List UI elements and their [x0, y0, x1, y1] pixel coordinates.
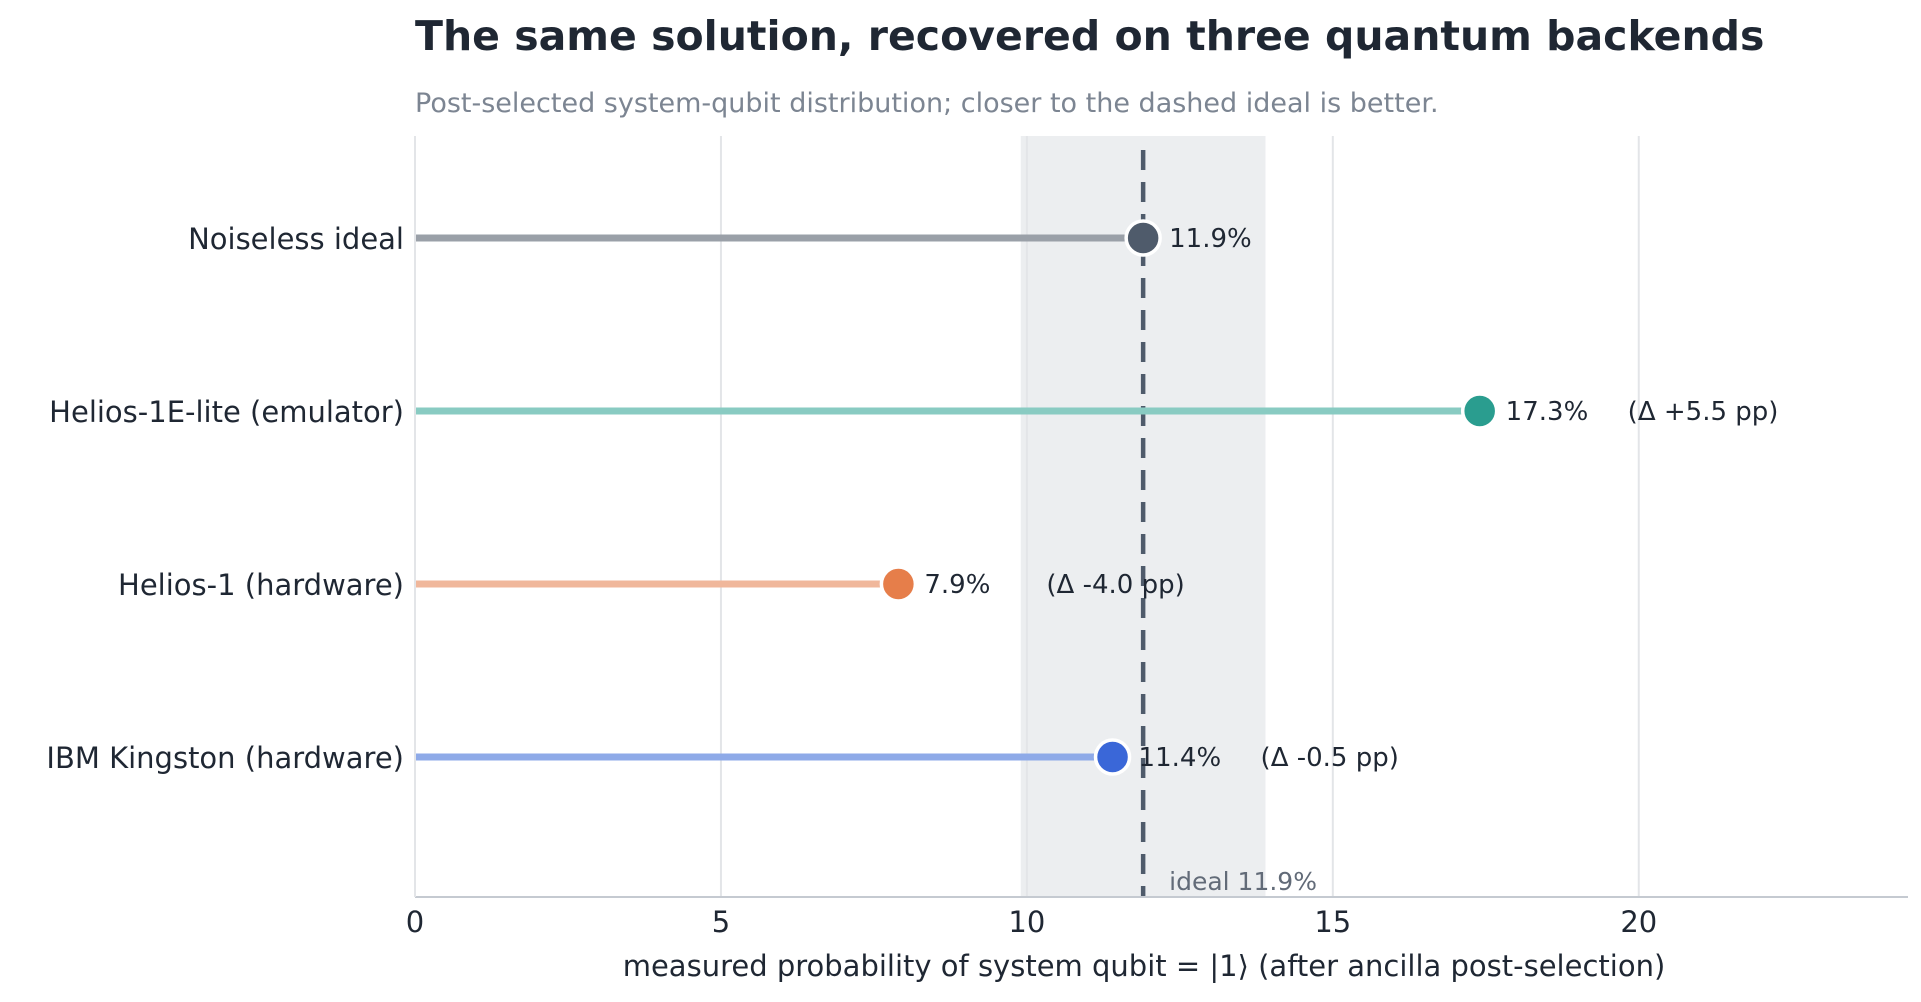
category-label-2: Helios-1 (hardware) [118, 568, 404, 602]
ideal-label: ideal 11.9% [1169, 867, 1317, 896]
delta-label-3: (Δ -0.5 pp) [1261, 743, 1399, 773]
marker-0 [1124, 219, 1162, 257]
marker-1 [1460, 392, 1499, 430]
category-label-1: Helios-1E-lite (emulator) [49, 395, 404, 429]
category-label-0: Noiseless ideal [188, 222, 404, 256]
chart-title: The same solution, recovered on three qu… [415, 12, 1764, 60]
stems [415, 234, 1480, 761]
ideal-reference: ideal 11.9% [1140, 150, 1317, 897]
x-axis-title: measured probability of system qubit = |… [623, 949, 1666, 983]
category-labels: Noiseless ideal Helios-1E-lite (emulator)… [46, 222, 404, 775]
x-axis: 0 5 10 15 20 [406, 136, 1908, 939]
x-tick-label-20: 20 [1620, 905, 1657, 939]
value-label-2: 7.9% [924, 570, 990, 600]
gridlines [414, 136, 1640, 897]
value-label-0: 11.9% [1169, 224, 1252, 254]
markers [879, 219, 1499, 776]
x-tick-label-5: 5 [712, 905, 730, 939]
chart-subtitle: Post-selected system-qubit distribution;… [415, 88, 1439, 119]
value-label-3: 11.4% [1139, 743, 1222, 773]
delta-label-1: (Δ +5.5 pp) [1628, 397, 1779, 427]
x-tick-label-0: 0 [406, 905, 424, 939]
x-tick-label-15: 15 [1314, 905, 1351, 939]
delta-label-2: (Δ -4.0 pp) [1046, 570, 1184, 600]
marker-3 [1093, 738, 1132, 776]
value-label-1: 17.3% [1506, 397, 1589, 427]
marker-2 [879, 565, 918, 603]
value-labels: 11.9% 17.3% (Δ +5.5 pp) 7.9% (Δ -4.0 pp) 11.4… [924, 224, 1778, 773]
category-label-3: IBM Kingston (hardware) [46, 741, 404, 775]
x-tick-label-10: 10 [1008, 905, 1045, 939]
